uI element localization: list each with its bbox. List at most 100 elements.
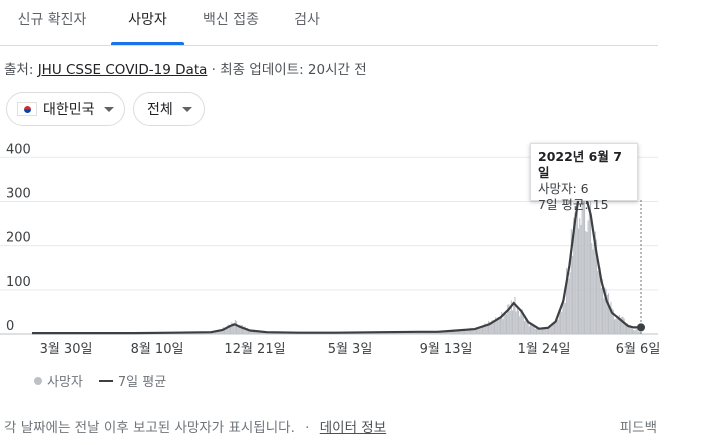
deaths-bar xyxy=(429,331,431,334)
x-tick-label: 5월 3일 xyxy=(328,342,373,357)
deaths-bar xyxy=(143,333,145,334)
deaths-bar xyxy=(147,332,149,334)
deaths-bar xyxy=(326,332,328,334)
footer-text: 각 날짜에는 전날 이후 보고된 사망자가 표시됩니다. xyxy=(4,420,295,436)
deaths-bar xyxy=(95,333,97,334)
region-dropdown[interactable]: 대한민국 xyxy=(6,92,125,126)
deaths-bar xyxy=(240,325,242,334)
deaths-bar xyxy=(610,301,612,334)
deaths-bar xyxy=(46,332,48,334)
deaths-bar xyxy=(59,332,61,334)
scope-dropdown[interactable]: 전체 xyxy=(133,92,205,126)
deaths-bar xyxy=(387,332,389,334)
deaths-bar xyxy=(99,333,101,334)
deaths-bar xyxy=(574,212,576,334)
deaths-bar xyxy=(602,279,604,334)
deaths-bar xyxy=(238,325,240,334)
deaths-bar xyxy=(466,329,468,334)
deaths-bar xyxy=(323,333,325,334)
deaths-bar xyxy=(484,323,486,334)
deaths-bar xyxy=(600,288,602,334)
deaths-bar xyxy=(312,332,314,334)
deaths-bar xyxy=(290,332,292,334)
deaths-bar xyxy=(464,330,466,334)
tab-deaths[interactable]: 사망자 xyxy=(128,12,167,28)
deaths-bar xyxy=(245,328,247,334)
data-info-link[interactable]: 데이터 정보 xyxy=(319,420,387,436)
deaths-bar xyxy=(465,330,467,334)
deaths-bar xyxy=(364,332,366,334)
deaths-bar xyxy=(261,331,263,334)
bar-legend-swatch xyxy=(34,376,42,385)
tab-testing[interactable]: 검사 xyxy=(294,12,320,28)
deaths-bar xyxy=(350,332,352,334)
deaths-bar xyxy=(100,333,102,334)
deaths-bar xyxy=(478,328,480,334)
deaths-bar xyxy=(440,331,442,334)
deaths-bar xyxy=(562,300,564,334)
deaths-bar xyxy=(596,239,598,334)
last-updated: · 최종 업데이트: 20시간 전 xyxy=(207,62,367,78)
feedback-link[interactable]: 피드백 xyxy=(619,420,657,436)
deaths-bar xyxy=(611,308,613,334)
deaths-bar xyxy=(606,294,608,334)
deaths-bar xyxy=(164,332,166,334)
deaths-bar xyxy=(316,332,318,334)
deaths-bar xyxy=(371,332,373,334)
deaths-bar xyxy=(128,333,130,334)
deaths-bar xyxy=(495,317,497,334)
deaths-bar xyxy=(218,329,220,334)
deaths-bar xyxy=(335,332,337,334)
source-link[interactable]: JHU CSSE COVID-19 Data xyxy=(37,62,208,78)
deaths-bar xyxy=(544,327,546,334)
deaths-bar xyxy=(555,322,557,334)
deaths-bar xyxy=(479,327,481,334)
tooltip-deaths: 사망자: 6 xyxy=(538,181,589,196)
deaths-bar xyxy=(185,332,187,334)
deaths-bar xyxy=(38,332,40,334)
deaths-bar xyxy=(622,316,624,334)
deaths-bar xyxy=(383,331,385,334)
deaths-bar xyxy=(322,332,324,334)
deaths-bar xyxy=(438,330,440,334)
deaths-bar xyxy=(101,333,103,334)
deaths-bar xyxy=(570,229,572,334)
deaths-bar xyxy=(393,332,395,334)
deaths-bar xyxy=(270,332,272,334)
deaths-bar xyxy=(171,332,173,334)
deaths-bar xyxy=(567,271,569,334)
deaths-bar xyxy=(194,332,196,334)
tab-vaccinations[interactable]: 백신 접종 xyxy=(203,12,259,28)
deaths-bar xyxy=(545,326,547,334)
deaths-bar xyxy=(160,332,162,334)
deaths-bar xyxy=(321,332,323,334)
deaths-bar xyxy=(510,300,512,334)
deaths-bar xyxy=(142,332,144,334)
deaths-bar xyxy=(82,333,84,334)
deaths-bar xyxy=(250,329,252,334)
footer-note: 각 날짜에는 전날 이후 보고된 사망자가 표시됩니다. · 데이터 정보 xyxy=(4,416,386,436)
deaths-bar xyxy=(336,332,338,334)
deaths-bar xyxy=(467,329,469,334)
deaths-bar xyxy=(246,328,248,334)
deaths-bar xyxy=(278,332,280,334)
deaths-bar xyxy=(561,311,563,334)
deaths-bar xyxy=(442,331,444,334)
deaths-bar xyxy=(78,332,80,334)
deaths-bar xyxy=(501,311,503,334)
deaths-bar xyxy=(502,319,504,334)
deaths-bar xyxy=(459,331,461,334)
deaths-bar xyxy=(575,219,577,334)
deaths-bar xyxy=(634,330,636,334)
deaths-bar xyxy=(474,329,476,334)
deaths-bar xyxy=(461,330,463,334)
deaths-bar xyxy=(296,332,298,334)
deaths-bar xyxy=(512,310,514,334)
deaths-bar xyxy=(537,327,539,334)
deaths-bar xyxy=(266,331,268,334)
deaths-bar xyxy=(509,310,511,334)
chart-legend: 사망자 7일 평균 xyxy=(34,371,166,390)
deaths-bar xyxy=(513,302,515,334)
deaths-bar xyxy=(539,330,541,334)
tab-new-cases[interactable]: 신규 확진자 xyxy=(17,12,87,28)
